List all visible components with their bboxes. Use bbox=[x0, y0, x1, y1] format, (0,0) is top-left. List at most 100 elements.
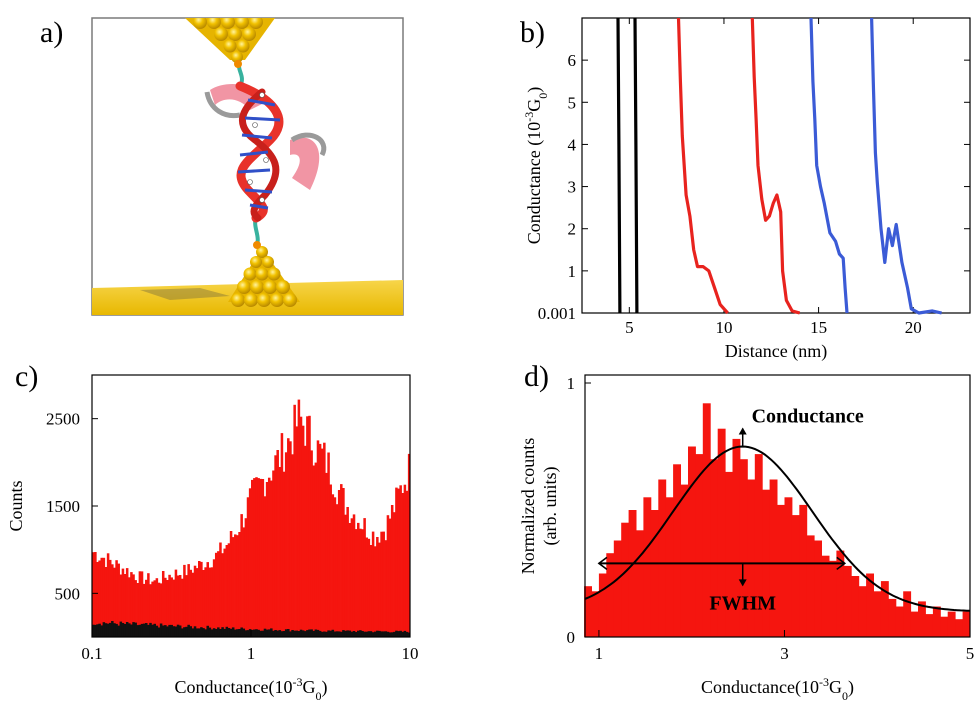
panel-c-bar-red-106 bbox=[316, 440, 320, 637]
panel-c-bar-red-109 bbox=[323, 442, 326, 637]
panel-c-bar-black-97 bbox=[297, 631, 301, 637]
panel-c-bar-black-61 bbox=[221, 627, 224, 637]
panel-c-bar-black-136 bbox=[380, 631, 383, 637]
panel-c-bar-black-144 bbox=[397, 631, 400, 637]
panel-c-bar-black-106 bbox=[316, 629, 320, 637]
panel-c-bar-black-54 bbox=[206, 625, 209, 637]
panel-d-bar-8 bbox=[643, 497, 652, 637]
panel-c-bar-black-143 bbox=[395, 630, 398, 637]
panel-c-bar-black-118 bbox=[342, 630, 345, 637]
panel-c-bar-red-35 bbox=[166, 580, 169, 637]
panel-c-bar-black-12 bbox=[117, 625, 120, 637]
panel-c-bar-black-7 bbox=[106, 623, 110, 637]
panel-c-bar-black-128 bbox=[363, 631, 366, 637]
panel-d-xtick-label-2: 5 bbox=[966, 644, 975, 663]
panel-c-bar-black-43 bbox=[183, 627, 186, 637]
panel-d-bar-15 bbox=[695, 454, 704, 637]
panel-d-conductance-label: Conductance bbox=[752, 406, 864, 428]
panel-c-bar-red-42 bbox=[181, 578, 184, 637]
panel-c-bar-red-102 bbox=[308, 415, 311, 637]
panel-c-bar-red-104 bbox=[312, 465, 315, 637]
panel-c-bar-red-69 bbox=[238, 532, 241, 637]
panel-c-bar-red-122 bbox=[350, 518, 354, 637]
panel-b-ylabel-sub: 0 bbox=[536, 93, 550, 99]
gold-bottom-pyramid bbox=[228, 246, 300, 307]
panel-c-bar-red-33 bbox=[161, 571, 165, 637]
panel-c-bar-red-65 bbox=[229, 531, 233, 637]
panel-c-bar-red-119 bbox=[344, 514, 347, 637]
panel-c-bar-black-39 bbox=[174, 626, 178, 637]
panel-c-bar-red-97 bbox=[297, 399, 301, 637]
panel-c-bar-red-124 bbox=[354, 529, 358, 637]
panel-c-bar-red-82 bbox=[265, 482, 269, 637]
panel-c-bar-black-94 bbox=[291, 630, 294, 637]
panel-c-bar-red-128 bbox=[363, 518, 366, 637]
panel-c-bar-black-77 bbox=[255, 629, 258, 637]
panel-d-bar-9 bbox=[650, 510, 659, 637]
panel-c-bar-black-111 bbox=[327, 630, 330, 637]
panel-c-bar-black-84 bbox=[270, 628, 273, 637]
panel-c-bar-red-108 bbox=[320, 448, 324, 637]
panel-c-bar-black-122 bbox=[350, 631, 354, 637]
panel-c-bar-red-94 bbox=[291, 454, 294, 637]
panel-c-bar-black-49 bbox=[195, 628, 199, 637]
panel-c-bar-black-65 bbox=[229, 628, 233, 637]
panel-b-ytick-label-0: 0.001 bbox=[538, 304, 576, 323]
panel-c-bar-red-45 bbox=[187, 564, 190, 637]
panel-d-bar-20 bbox=[732, 438, 741, 637]
panel-c-bar-red-100 bbox=[304, 445, 307, 637]
panel-c-bar-red-89 bbox=[280, 433, 284, 637]
panel-c-bar-black-1 bbox=[94, 624, 97, 637]
panel-d-bar-28 bbox=[791, 515, 800, 637]
panel-c-bar-red-56 bbox=[210, 567, 214, 637]
panel-c-bar-red-20 bbox=[134, 580, 137, 637]
panel-c-bar-red-37 bbox=[170, 577, 173, 637]
panel-c-bar-black-135 bbox=[378, 630, 381, 637]
panel-c-bar-black-90 bbox=[282, 631, 286, 637]
panel-c-bar-black-64 bbox=[227, 628, 231, 637]
panel-c-bar-black-138 bbox=[384, 631, 388, 637]
panel-c-bar-red-101 bbox=[306, 416, 309, 637]
panel-c-bar-red-73 bbox=[246, 497, 250, 637]
panel-c-bar-red-127 bbox=[361, 529, 364, 637]
panel-c-bar-black-110 bbox=[325, 631, 328, 637]
panel-c-bar-red-133 bbox=[373, 546, 377, 637]
panel-c-bar-red-148 bbox=[405, 490, 409, 637]
panel-c-bar-black-76 bbox=[253, 629, 256, 637]
panel-c-bar-black-44 bbox=[185, 626, 188, 637]
panel-c-bar-red-0 bbox=[92, 552, 95, 637]
panel-c-bar-black-38 bbox=[172, 626, 176, 637]
panel-c-bar-black-71 bbox=[242, 628, 246, 637]
panel-d-bar-35 bbox=[843, 565, 852, 637]
panel-c-bar-red-110 bbox=[325, 472, 328, 637]
panel-c-bar-red-81 bbox=[263, 496, 267, 637]
panel-d-bar-33 bbox=[829, 560, 837, 637]
panel-c-bar-black-148 bbox=[405, 631, 409, 637]
panel-c-ylabel: Counts bbox=[6, 480, 26, 531]
panel-c-bar-red-41 bbox=[178, 575, 182, 637]
panel-d-ytick-label-1: 1 bbox=[567, 374, 576, 393]
panel-c-bar-black-0 bbox=[92, 624, 95, 637]
panel-c-bar-red-117 bbox=[340, 484, 343, 637]
panel-b-ytick-label-4: 4 bbox=[568, 135, 577, 154]
panel-c-bar-black-11 bbox=[115, 623, 118, 637]
panel-c-bar-black-40 bbox=[176, 624, 180, 637]
panel-b-xtick-label-1: 10 bbox=[715, 318, 732, 337]
panel-c-bar-red-79 bbox=[259, 478, 262, 637]
panel-c-bar-red-88 bbox=[278, 467, 282, 637]
panel-c-bar-black-41 bbox=[178, 625, 182, 637]
helix-backbone bbox=[235, 81, 284, 223]
panel-c-bar-black-109 bbox=[323, 631, 326, 637]
panel-d-bar-39 bbox=[873, 591, 882, 637]
panel-c-bar-black-124 bbox=[354, 632, 358, 637]
panel-c-bar-red-13 bbox=[119, 574, 123, 637]
panel-c-bar-black-149 bbox=[407, 632, 411, 637]
panel-c-bar-red-139 bbox=[386, 515, 390, 637]
panel-c-bar-red-138 bbox=[384, 540, 388, 637]
panel-c-bar-red-25 bbox=[145, 579, 148, 637]
panel-c-bar-black-139 bbox=[386, 631, 390, 637]
panel-c-bar-black-36 bbox=[168, 624, 171, 637]
panel-c-bar-black-98 bbox=[299, 629, 303, 637]
panel-c-bar-black-32 bbox=[159, 623, 163, 637]
panel-c-bar-black-15 bbox=[123, 624, 127, 637]
